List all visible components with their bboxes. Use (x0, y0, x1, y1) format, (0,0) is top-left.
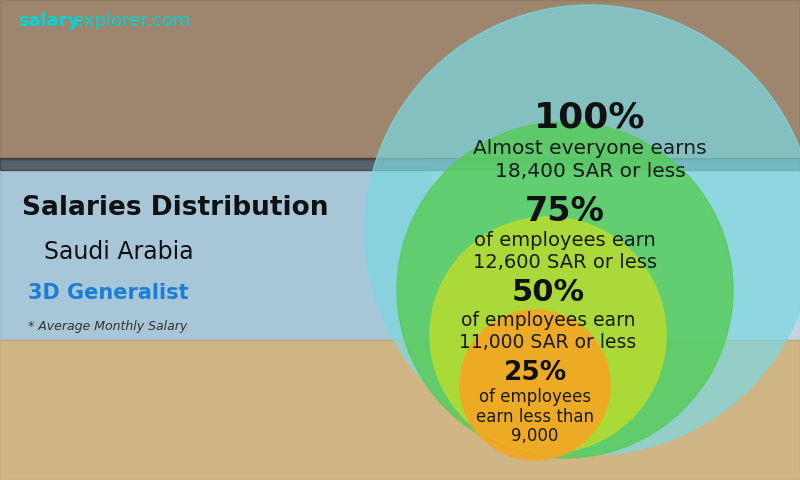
Text: 9,000: 9,000 (511, 427, 558, 445)
Text: 75%: 75% (525, 195, 605, 228)
Circle shape (397, 122, 733, 458)
Bar (430, 160, 800, 340)
Text: * Average Monthly Salary: * Average Monthly Salary (28, 320, 187, 333)
Circle shape (430, 217, 666, 453)
Bar (0, 0, 800, 160)
Circle shape (365, 5, 800, 455)
Text: 25%: 25% (503, 360, 566, 386)
Text: 50%: 50% (511, 278, 585, 307)
Bar (0, 158, 800, 170)
Text: Salaries Distribution: Salaries Distribution (22, 195, 329, 221)
Text: Almost everyone earns: Almost everyone earns (473, 139, 707, 158)
Text: of employees earn: of employees earn (474, 231, 656, 250)
Text: of employees earn: of employees earn (461, 311, 635, 330)
Text: of employees: of employees (479, 388, 591, 407)
Text: explorer.com: explorer.com (73, 12, 190, 30)
Bar (0, 160, 430, 340)
Text: earn less than: earn less than (476, 408, 594, 426)
Text: salary: salary (18, 12, 79, 30)
Text: 100%: 100% (534, 100, 646, 134)
Bar (0, 340, 800, 480)
Text: 11,000 SAR or less: 11,000 SAR or less (459, 333, 637, 351)
Text: 3D Generalist: 3D Generalist (28, 283, 189, 303)
Text: 12,600 SAR or less: 12,600 SAR or less (473, 253, 657, 273)
Text: 18,400 SAR or less: 18,400 SAR or less (494, 162, 686, 181)
Text: Saudi Arabia: Saudi Arabia (44, 240, 194, 264)
Circle shape (460, 310, 610, 460)
